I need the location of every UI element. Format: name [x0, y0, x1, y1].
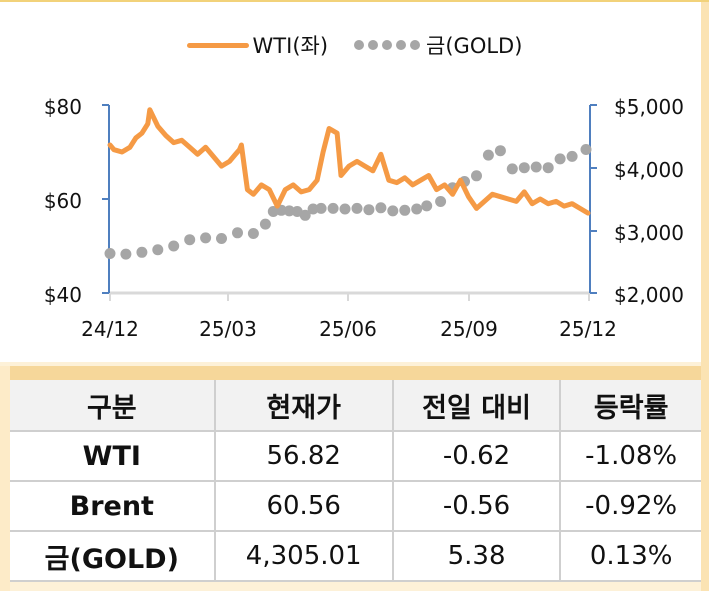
row-change: -0.62: [391, 430, 562, 482]
gold-data-point: [184, 234, 196, 246]
table-row-gold: 금(GOLD) 4,305.01 5.38 0.13%: [10, 530, 701, 582]
row-price: 60.56: [213, 480, 394, 532]
header-change: 전일 대비: [391, 380, 562, 432]
gold-data-point: [542, 162, 554, 174]
right-tick-2000: $2,000: [614, 283, 684, 307]
wti-series-line: [107, 107, 591, 216]
gold-data-point: [494, 145, 506, 157]
row-rate: -0.92%: [559, 480, 701, 532]
gold-data-point: [566, 150, 578, 162]
gold-data-point: [299, 209, 311, 221]
gold-data-point: [152, 244, 164, 256]
gold-data-point: [120, 248, 132, 260]
gold-data-point: [315, 202, 327, 214]
right-y-axis: [589, 104, 597, 294]
gold-data-point: [506, 163, 518, 175]
chart-panel: [0, 2, 701, 362]
x-tick-2412: 24/12: [81, 317, 139, 341]
header-category: 구분: [10, 380, 216, 432]
gold-data-point: [421, 200, 433, 212]
gold-data-point: [411, 203, 423, 215]
left-tick-60: $60: [44, 189, 82, 213]
line-chart: $80 $60 $40 $5,000 $4,000 $3,000 $2,000 …: [44, 95, 684, 341]
gold-series-dots: [104, 144, 592, 260]
x-tick-2506: 25/06: [319, 317, 377, 341]
left-y-axis: [102, 104, 110, 294]
row-price: 56.82: [213, 430, 394, 482]
table-row-wti: WTI 56.82 -0.62 -1.08%: [10, 430, 701, 482]
x-tick-2512: 25/12: [559, 317, 617, 341]
table-row-brent: Brent 60.56 -0.56 -0.92%: [10, 480, 701, 532]
gold-data-point: [168, 240, 180, 252]
gold-data-point: [554, 153, 566, 165]
row-name: WTI: [10, 430, 216, 482]
row-change: 5.38: [391, 530, 562, 582]
right-tick-5000: $5,000: [614, 95, 684, 119]
gold-data-point: [518, 162, 530, 174]
header-rate: 등락률: [559, 380, 701, 432]
gold-data-point: [351, 202, 363, 214]
gold-data-point: [283, 205, 295, 217]
header-price: 현재가: [213, 380, 394, 432]
row-name: Brent: [10, 480, 216, 532]
x-axis-ticks: [109, 293, 590, 301]
row-rate: 0.13%: [559, 530, 701, 582]
left-tick-40: $40: [44, 283, 82, 307]
gold-data-point: [200, 232, 212, 244]
gold-data-point: [375, 202, 387, 214]
row-change: -0.56: [391, 480, 562, 532]
gold-data-point: [247, 228, 259, 239]
chart-legend: WTI(좌) 금(GOLD): [0, 28, 709, 62]
gold-data-point: [471, 170, 482, 182]
solid-line-icon: [186, 42, 249, 48]
gold-data-point: [482, 149, 494, 161]
table-top-band: [10, 366, 701, 380]
dotted-line-icon: [354, 40, 421, 50]
right-tick-3000: $3,000: [614, 221, 684, 245]
gold-data-point: [387, 205, 399, 217]
left-tick-80: $80: [44, 95, 82, 119]
left-border-strip: [0, 366, 10, 591]
legend-item-wti: WTI(좌): [186, 30, 329, 60]
legend-item-gold: 금(GOLD): [354, 30, 522, 60]
row-name: 금(GOLD): [10, 530, 216, 582]
gold-data-point: [363, 204, 375, 216]
gold-data-point: [530, 161, 542, 173]
row-price: 4,305.01: [213, 530, 394, 582]
gold-data-point: [259, 218, 271, 230]
right-border-strip: [701, 2, 709, 591]
row-rate: -1.08%: [559, 430, 701, 482]
gold-data-point: [232, 227, 243, 239]
gold-data-point: [136, 246, 148, 258]
gold-data-point: [435, 196, 447, 207]
gold-data-point: [399, 204, 411, 216]
gold-data-point: [104, 248, 116, 259]
gold-data-point: [339, 203, 351, 215]
legend-label-gold: 금(GOLD): [426, 34, 523, 58]
gold-data-point: [307, 203, 319, 215]
gold-data-point: [216, 233, 227, 244]
price-table: 구분 현재가 전일 대비 등락률 WTI 56.82 -0.62 -1.08% …: [10, 380, 701, 582]
gold-data-point: [580, 144, 592, 155]
table-header-row: 구분 현재가 전일 대비 등락률: [10, 380, 701, 432]
x-tick-2503: 25/03: [199, 317, 257, 341]
right-tick-4000: $4,000: [614, 158, 684, 182]
legend-label-wti: WTI(좌): [252, 34, 329, 58]
gold-data-point: [327, 202, 339, 214]
x-tick-2509: 25/09: [440, 317, 498, 341]
